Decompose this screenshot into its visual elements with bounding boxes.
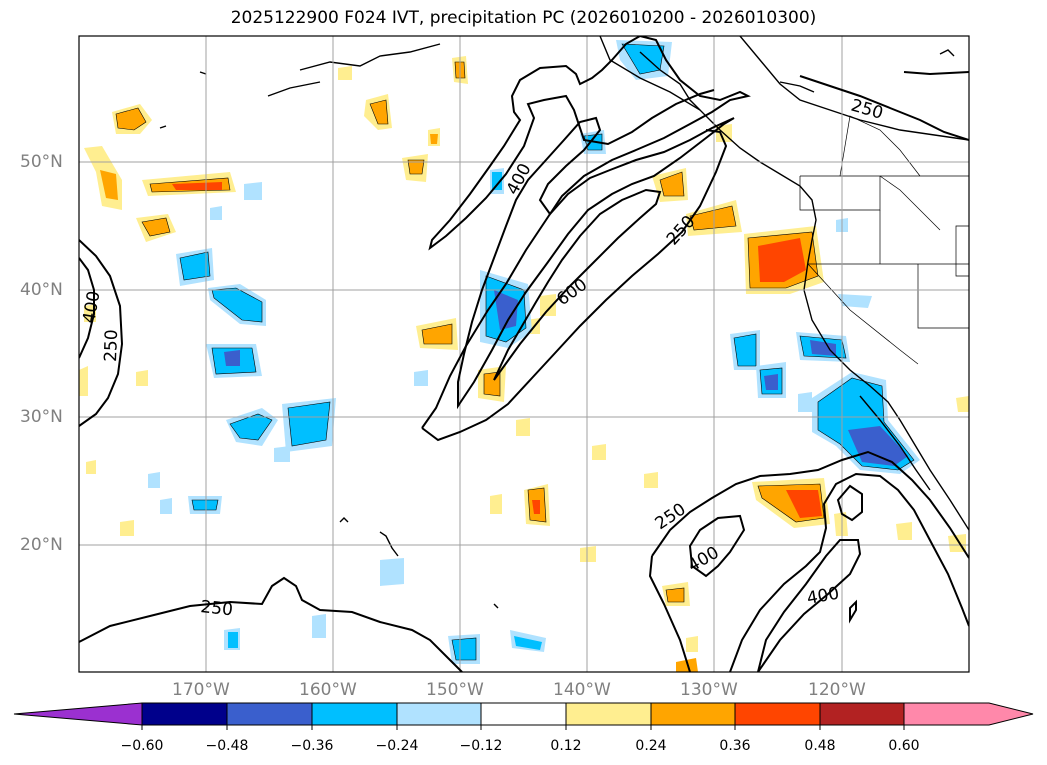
colorbar-extend-high xyxy=(903,702,1034,726)
ivt-contour-250-northeast-upper xyxy=(903,71,969,76)
colorbar-bin xyxy=(396,702,482,726)
colorbar-bin xyxy=(311,702,398,726)
ivt-contour-250-south-island xyxy=(836,484,863,522)
colorbar-bin xyxy=(734,702,821,726)
lat-label-20n: 20°N xyxy=(20,535,63,555)
lon-label-150w: 150°W xyxy=(426,680,484,700)
colorbar-bin xyxy=(565,702,652,726)
colorbar-tick-label: −0.12 xyxy=(459,738,503,754)
colorbar-tick-label: 0.36 xyxy=(719,738,751,754)
ivt-contour-250-ar xyxy=(421,36,751,429)
colorbar-tick-label: 0.12 xyxy=(550,738,582,754)
ivt-contour-250-south-east-lower xyxy=(648,555,691,672)
map-title: 2025122900 F024 IVT, precipitation PC (2… xyxy=(230,8,817,28)
colorbar-tick-label: 0.24 xyxy=(635,738,667,754)
ivt-contour-400-inner xyxy=(757,539,862,672)
colorbar-bin xyxy=(650,702,736,726)
colorbar-tick-label: −0.60 xyxy=(120,738,164,754)
colorbar-tick-label: −0.48 xyxy=(205,738,249,754)
colorbar-tick-label: −0.24 xyxy=(375,738,419,754)
colorbar-extend-low xyxy=(13,702,143,726)
lat-label-50n: 50°N xyxy=(20,152,63,172)
graticule xyxy=(79,36,969,672)
colorbar-tick-label: 0.48 xyxy=(804,738,836,754)
ivt-contours xyxy=(79,36,969,672)
lat-label-30n: 30°N xyxy=(20,407,63,427)
ivt-contour-400-ar xyxy=(457,116,735,410)
colorbar xyxy=(13,702,1034,730)
plot-frame xyxy=(78,35,970,673)
colorbar-bin xyxy=(819,702,905,726)
ivt-contour-250-northeast xyxy=(799,75,969,141)
colorbar-tick-label: −0.36 xyxy=(290,738,334,754)
contour-label: 250 xyxy=(101,329,122,362)
ivt-contour-250-south xyxy=(79,576,463,672)
ivt-contour-400-south xyxy=(688,514,746,578)
lon-label-140w: 140°W xyxy=(553,680,611,700)
ivt-contour-250-ar-south xyxy=(421,129,728,442)
colorbar-bin xyxy=(480,702,567,726)
negative-precip-patches xyxy=(148,40,920,664)
lon-label-170w: 170°W xyxy=(172,680,230,700)
lon-label-130w: 130°W xyxy=(680,680,738,700)
ivt-contour-600-ar xyxy=(493,188,662,381)
colorbar-tick-label: 0.60 xyxy=(888,738,920,754)
colorbar-bin xyxy=(226,702,313,726)
ivt-contour-400-west xyxy=(79,257,95,359)
lon-label-120w: 120°W xyxy=(808,680,866,700)
ivt-contour-250-northeast-small xyxy=(849,599,857,624)
lon-label-160w: 160°W xyxy=(299,680,357,700)
ivt-contour-400-south-east xyxy=(729,472,969,672)
ivt-contour-250-south-east xyxy=(651,450,969,559)
positive-precip-patches xyxy=(79,56,969,672)
contour-label: 250 xyxy=(199,597,233,620)
ivt-contour-250-west xyxy=(79,239,124,427)
state-borders xyxy=(799,115,969,365)
lat-label-40n: 40°N xyxy=(20,280,63,300)
colorbar-bin xyxy=(141,702,228,726)
coastlines xyxy=(159,36,969,609)
